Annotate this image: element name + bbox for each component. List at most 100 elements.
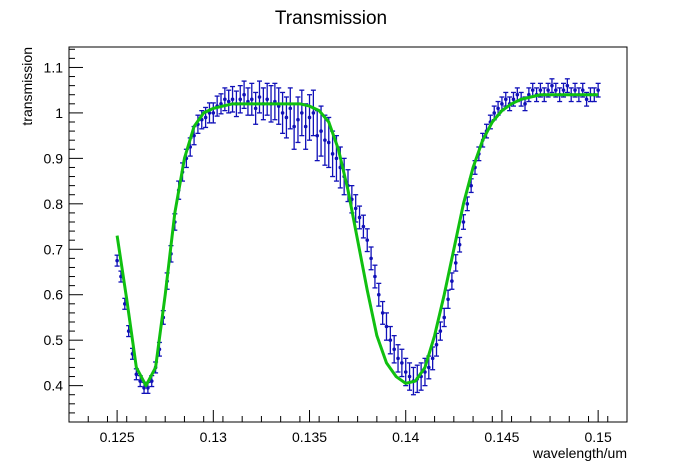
point-marker — [249, 97, 254, 102]
point-marker — [492, 111, 497, 115]
point-marker — [223, 97, 227, 102]
point-marker — [580, 88, 585, 92]
point-marker — [326, 140, 331, 145]
point-marker — [134, 372, 139, 377]
point-marker — [373, 274, 377, 279]
point-marker — [330, 152, 335, 156]
data-point — [253, 91, 259, 125]
point-marker — [230, 97, 235, 102]
point-marker — [565, 83, 570, 88]
data-point — [249, 82, 255, 116]
data-point — [360, 214, 366, 239]
point-marker — [546, 88, 550, 92]
point-marker — [442, 315, 447, 320]
point-marker — [400, 361, 404, 365]
data-point — [226, 89, 232, 114]
point-marker — [296, 117, 300, 122]
point-marker — [396, 356, 400, 361]
point-marker — [257, 95, 262, 99]
data-point — [403, 357, 409, 387]
point-marker — [334, 156, 339, 161]
point-marker — [303, 124, 308, 129]
point-marker — [280, 111, 285, 115]
point-marker — [573, 88, 577, 92]
point-marker — [392, 347, 396, 352]
data-point — [372, 264, 378, 289]
point-marker — [376, 292, 381, 297]
point-marker — [461, 220, 466, 224]
data-point — [310, 89, 316, 137]
point-marker — [123, 302, 127, 306]
y-tick-label: 0.7 — [44, 241, 64, 257]
point-marker — [353, 206, 358, 211]
y-tick-label: 0.8 — [44, 196, 64, 212]
point-marker — [115, 258, 119, 263]
point-marker — [453, 261, 458, 265]
point-marker — [515, 92, 520, 97]
point-marker — [584, 97, 589, 102]
point-marker — [496, 106, 500, 111]
point-marker — [319, 129, 323, 133]
point-marker — [142, 386, 146, 390]
point-marker — [465, 202, 470, 206]
point-marker — [126, 329, 131, 333]
data-point — [457, 236, 463, 253]
point-marker — [265, 97, 269, 102]
point-marker — [403, 370, 408, 374]
point-marker — [538, 88, 543, 92]
data-point — [357, 205, 363, 230]
point-marker — [446, 297, 450, 302]
point-marker — [596, 88, 600, 92]
point-marker — [469, 183, 473, 188]
data-point — [230, 85, 236, 113]
point-marker — [561, 88, 566, 92]
point-marker — [211, 111, 216, 115]
point-marker — [292, 124, 296, 129]
data-point — [387, 325, 393, 355]
point-marker — [430, 356, 435, 361]
data-point — [264, 82, 270, 116]
point-marker — [380, 311, 385, 315]
data-point — [210, 102, 216, 124]
point-marker — [457, 242, 462, 247]
y-tick-label: 1.1 — [44, 59, 64, 75]
x-tick-label: 0.14 — [392, 429, 419, 445]
point-marker — [192, 133, 196, 138]
point-marker — [238, 97, 243, 102]
x-tick-label: 0.135 — [292, 429, 327, 445]
point-marker — [523, 102, 527, 106]
data-point — [391, 334, 397, 364]
data-point — [445, 289, 451, 310]
point-marker — [203, 115, 208, 120]
data-point — [407, 362, 413, 391]
data-point — [376, 282, 382, 307]
data-point — [418, 362, 424, 391]
data-point — [383, 312, 389, 341]
y-tick-label: 0.6 — [44, 287, 64, 303]
data-point — [368, 246, 374, 271]
point-marker — [146, 386, 150, 390]
point-marker — [434, 342, 439, 347]
point-marker — [300, 111, 304, 115]
point-marker — [307, 115, 312, 120]
x-axis-title: wavelength/um — [532, 445, 627, 461]
point-marker — [219, 102, 223, 106]
y-tick-label: 0.4 — [44, 378, 64, 394]
point-marker — [315, 133, 320, 138]
y-axis-title: transmission — [19, 47, 35, 126]
point-marker — [530, 88, 535, 92]
x-tick-label: 0.125 — [100, 429, 135, 445]
point-marker — [450, 279, 454, 283]
data-point — [218, 93, 224, 115]
data-point — [307, 94, 313, 141]
x-tick-label: 0.15 — [585, 429, 612, 445]
data-point — [395, 344, 401, 373]
fit-curve — [115, 93, 599, 388]
y-axis: 0.4 0.5 0.6 0.7 0.8 0.9 1 1.1 — [44, 48, 83, 423]
point-marker — [323, 138, 327, 142]
point-marker — [365, 238, 370, 242]
data-point — [364, 228, 370, 253]
point-marker — [242, 92, 246, 97]
x-tick-label: 0.13 — [200, 429, 227, 445]
